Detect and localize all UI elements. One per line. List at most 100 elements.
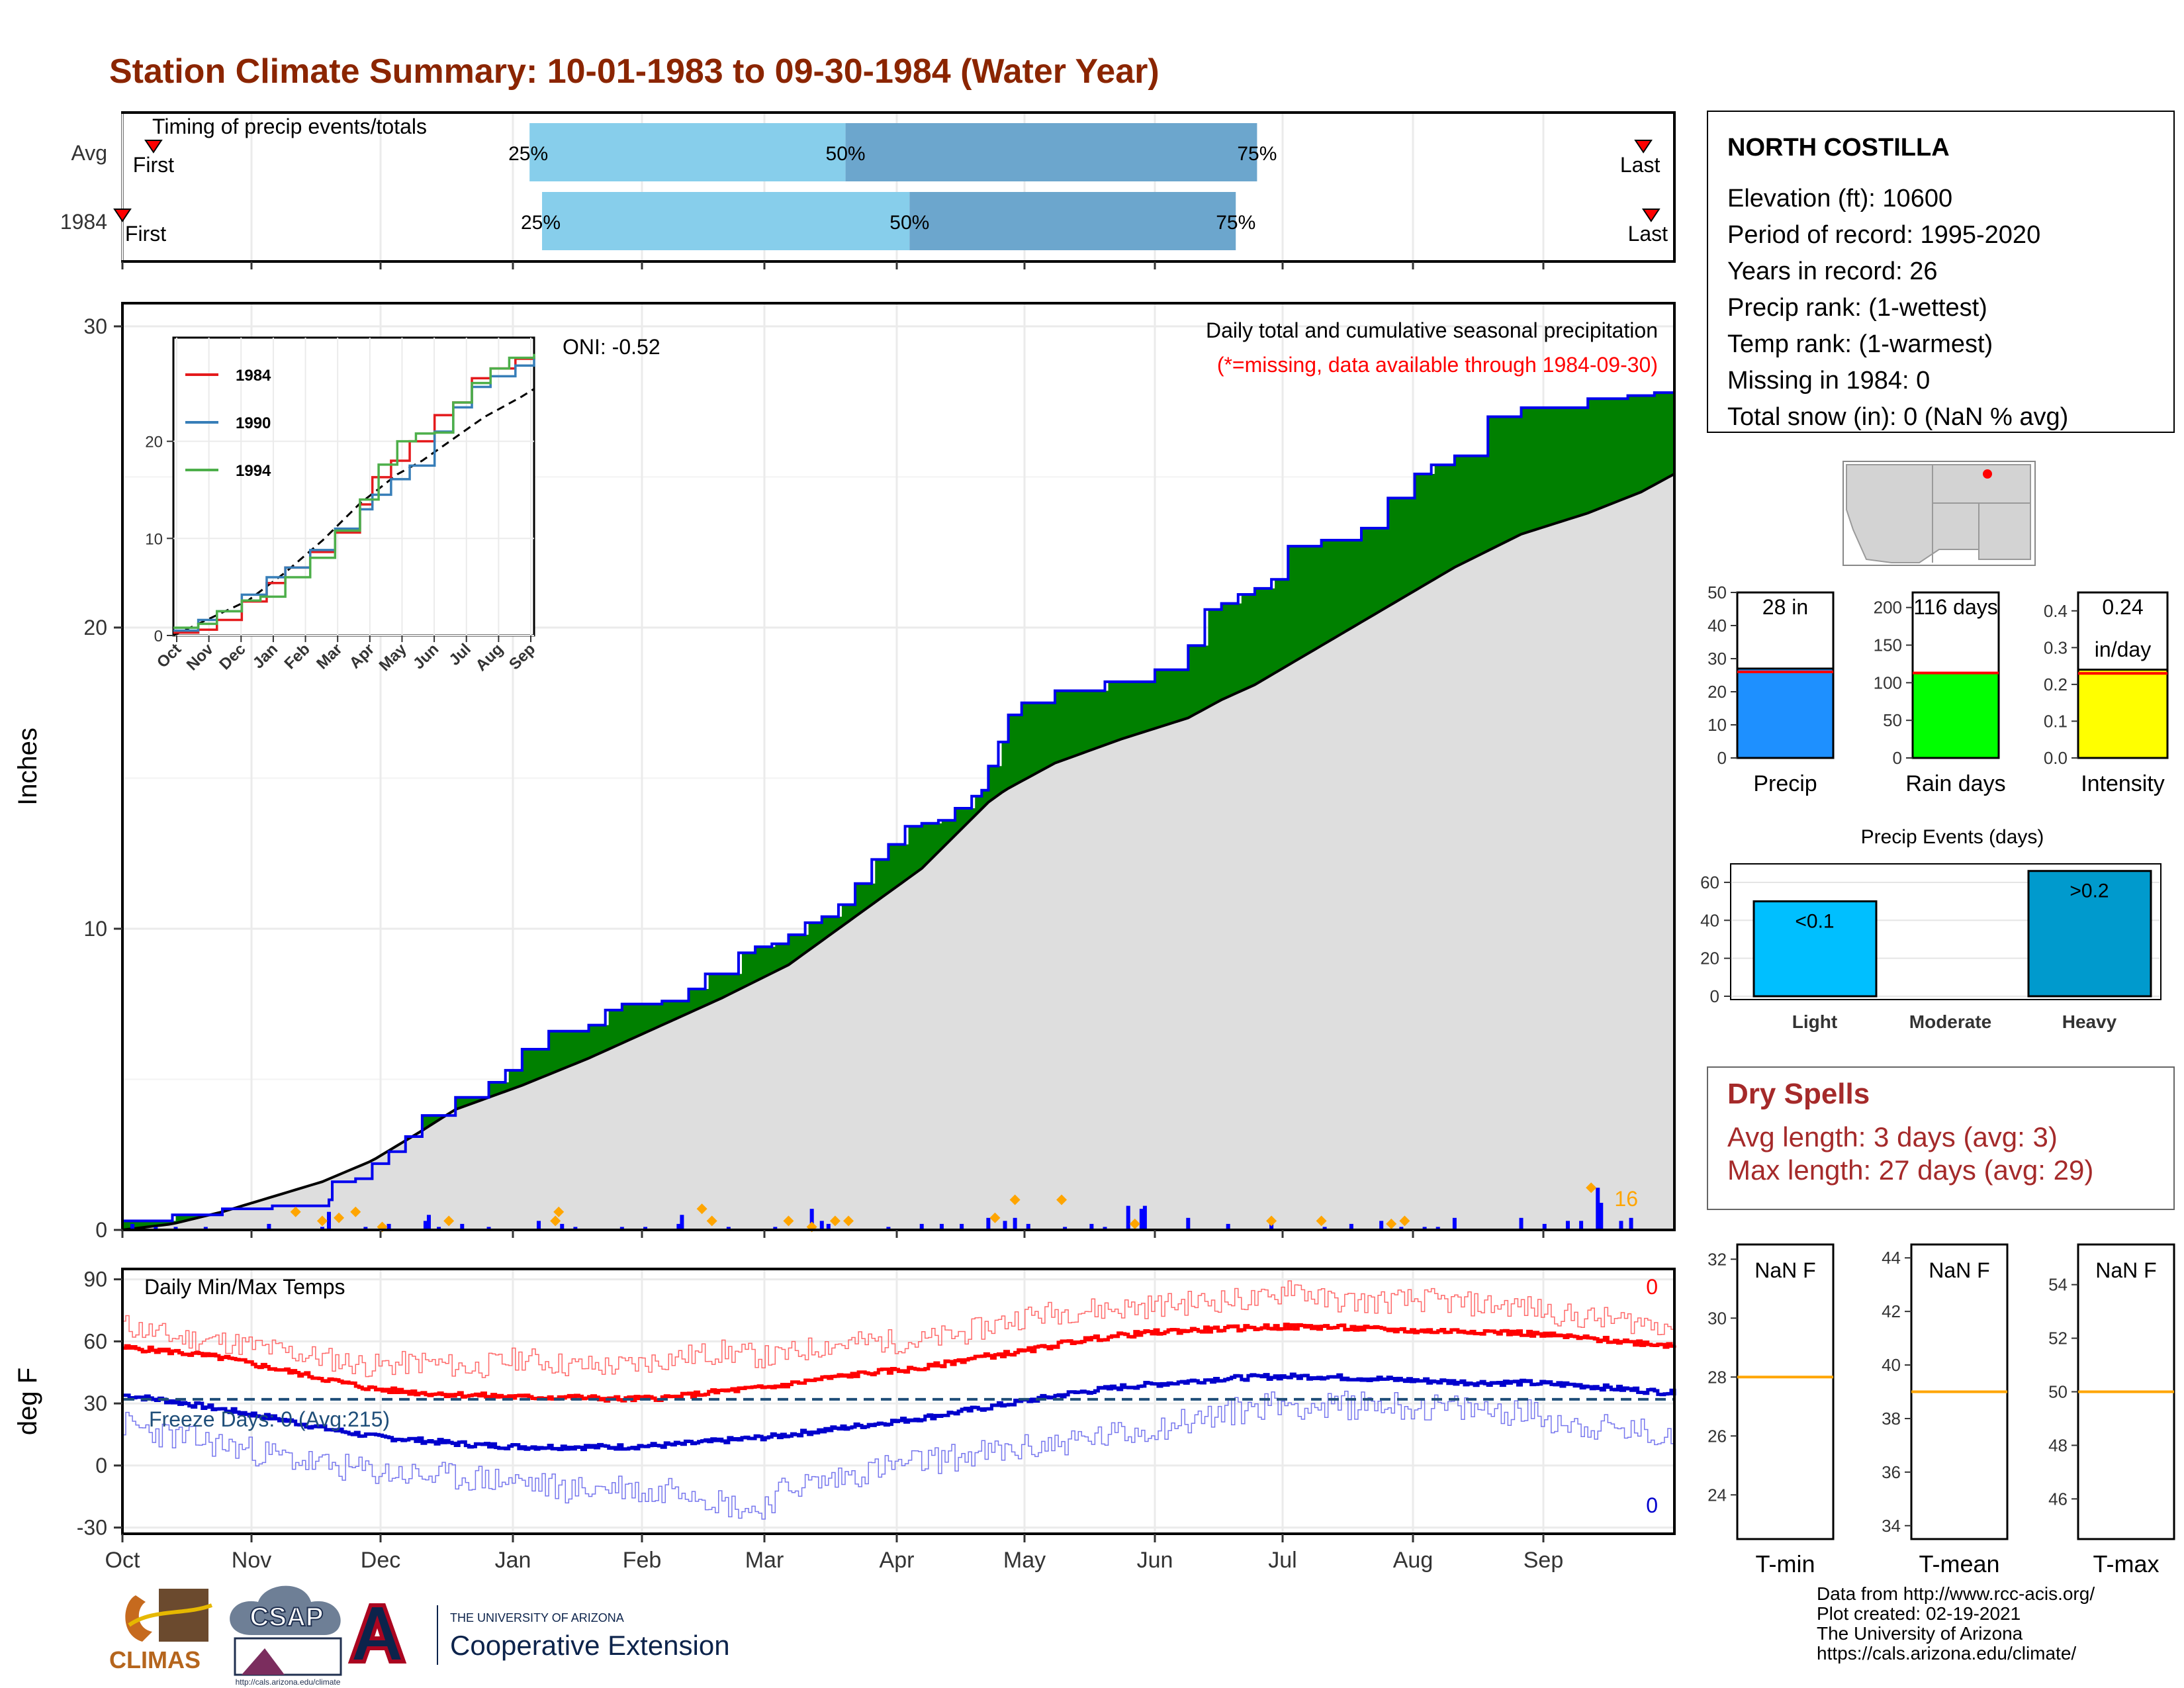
wet-difference-segment (1181, 669, 1189, 720)
station-info-line: Temp rank: (1-warmest) (1727, 330, 1993, 358)
wet-difference-segment (1334, 540, 1342, 638)
wet-difference-segment (1221, 603, 1229, 700)
wet-difference-segment (1547, 407, 1555, 526)
wet-difference-segment (455, 1097, 463, 1109)
temp-summary-name: T-max (2093, 1550, 2159, 1577)
wet-difference-segment (1454, 455, 1462, 567)
wet-difference-segment (975, 796, 982, 816)
summary-bar-ytick-label: 50 (1883, 710, 1902, 730)
daily-precip-bar (826, 1223, 831, 1230)
wet-difference-segment (635, 1004, 643, 1037)
wet-difference-segment (1634, 395, 1642, 495)
summary-bar-fill (1911, 672, 2000, 759)
temp-summary-ytick-label: 30 (1707, 1308, 1727, 1328)
wet-difference-segment (948, 820, 956, 842)
daily-precip-bar (680, 1215, 684, 1230)
ua-line1: THE UNIVERSITY OF ARIZONA (450, 1611, 624, 1624)
heavy-event-marker (989, 1212, 1001, 1223)
wet-difference-segment (1028, 702, 1036, 778)
daily-precip-bar (1013, 1217, 1017, 1230)
wet-difference-segment (1288, 546, 1295, 665)
daily-precip-bar (986, 1217, 991, 1230)
wet-difference-segment (1308, 546, 1316, 654)
wet-difference-segment (1021, 702, 1029, 782)
avg-min-temp-line (122, 1372, 1676, 1452)
wet-difference-segment (1154, 669, 1162, 729)
wet-difference-segment (1394, 498, 1402, 603)
daily-precip-bar (486, 1227, 491, 1230)
wet-difference-segment (1361, 528, 1369, 622)
wet-difference-segment (1068, 690, 1075, 759)
wet-difference-segment (762, 947, 769, 978)
temp-ylabel: deg F (13, 1368, 42, 1435)
summary-bar-name: Intensity (2081, 771, 2165, 796)
temp-xtick-label: Mar (745, 1548, 784, 1573)
wet-difference-segment (1488, 416, 1495, 551)
wet-difference-segment (621, 1004, 629, 1043)
heavy-event-marker (290, 1206, 301, 1217)
wet-difference-segment (422, 1115, 430, 1131)
wet-difference-segment (1168, 669, 1175, 725)
daily-precip-bar (1379, 1221, 1384, 1230)
precip-panel: 0 10 20 30 Daily total and cumulative seaso… (13, 302, 1676, 1242)
heavy-event-marker (1129, 1218, 1140, 1229)
daily-precip-bar (1422, 1227, 1427, 1230)
wet-difference-segment (1468, 455, 1475, 561)
wet-difference-segment (921, 823, 929, 868)
wet-difference-segment (821, 916, 829, 941)
wet-difference-segment (189, 1215, 197, 1220)
timing-row-label-avg: Avg (71, 141, 107, 165)
wet-difference-segment (136, 1221, 143, 1229)
wet-difference-segment (149, 1221, 156, 1227)
ua-line2: Cooperative Extension (450, 1630, 730, 1661)
wet-difference-segment (702, 989, 709, 1008)
temp-ytick-label: 30 (83, 1391, 107, 1415)
temp-ytick-label: 0 (95, 1454, 107, 1477)
wet-difference-segment (649, 1004, 656, 1031)
daily-precip-bar (1226, 1223, 1230, 1230)
wet-difference-segment (1447, 465, 1455, 571)
wet-difference-segment (1501, 416, 1508, 544)
climas-logo-text: CLIMAS (109, 1646, 201, 1673)
csap-url: http://cals.arizona.edu/climate (236, 1677, 341, 1687)
wet-difference-segment (502, 1082, 510, 1093)
wet-difference-segment (988, 766, 996, 802)
daily-precip-bar (1599, 1203, 1604, 1230)
wet-difference-segment (642, 1004, 649, 1035)
wet-difference-segment (1608, 399, 1615, 506)
wet-difference-segment (1647, 395, 1655, 489)
wet-difference-segment (1148, 681, 1156, 731)
wet-difference-segment (1368, 528, 1375, 618)
wet-difference-segment (495, 1082, 503, 1096)
wet-difference-segment (888, 844, 896, 893)
wet-difference-segment (1088, 690, 1095, 751)
daily-precip-bar (1139, 1209, 1144, 1230)
temp-summary-value-label: NaN F (2095, 1258, 2156, 1282)
daily-precip-bar (676, 1223, 681, 1230)
wet-difference-segment (1414, 473, 1422, 591)
temp-summary-value-label: NaN F (1929, 1258, 1989, 1282)
timing-first-label: First (133, 153, 174, 177)
dry-spells-avg: Avg length: 3 days (avg: 3) (1727, 1121, 2058, 1152)
daily-precip-bar (560, 1223, 565, 1230)
wet-difference-segment (915, 826, 923, 874)
wet-difference-segment (1321, 540, 1329, 646)
wet-difference-segment (901, 844, 909, 883)
daily-precip-bar (939, 1223, 944, 1230)
wet-difference-segment (608, 1009, 616, 1049)
summary-bar-ytick-label: 0.2 (2044, 675, 2068, 694)
csap-logo: CSAP http://cals.arizona.edu/climate (230, 1585, 342, 1687)
inset-legend-label: 1994 (236, 462, 271, 480)
wet-difference-segment (1141, 681, 1149, 733)
wet-difference-segment (1108, 681, 1116, 744)
daily-precip-bar (326, 1211, 331, 1230)
wet-difference-segment (1481, 455, 1488, 554)
temp-xtick-label: May (1003, 1548, 1046, 1573)
heavy-event-marker (553, 1206, 565, 1217)
wet-difference-segment (962, 808, 969, 829)
wet-difference-segment (602, 1025, 610, 1053)
heavy-event-marker (1266, 1215, 1277, 1227)
timing-bar-q50-q75 (909, 192, 1236, 250)
wet-difference-segment (815, 922, 823, 946)
wet-difference-segment (1567, 407, 1575, 520)
